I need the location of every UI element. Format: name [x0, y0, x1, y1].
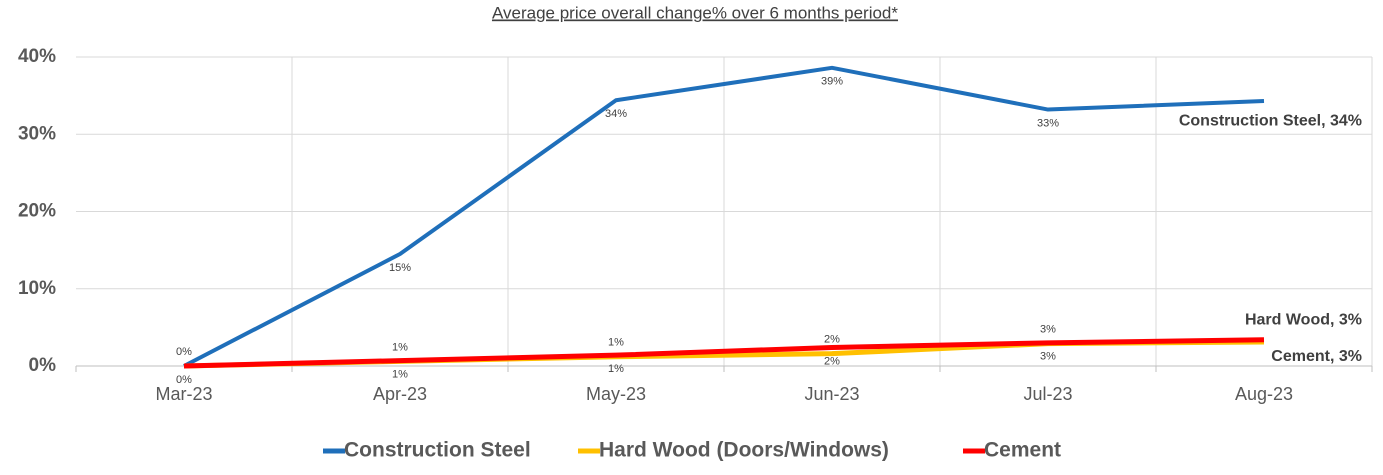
- data-label: 2%: [824, 334, 840, 346]
- data-label: 15%: [389, 262, 411, 274]
- legend-label: Construction Steel: [344, 439, 531, 462]
- data-label: 1%: [392, 368, 408, 380]
- data-label: 2%: [824, 355, 840, 367]
- y-tick-label: 10%: [18, 278, 56, 299]
- end-label: Hard Wood, 3%: [1245, 311, 1362, 328]
- data-label: 39%: [821, 76, 843, 88]
- x-tick-label: Jul-23: [1023, 384, 1072, 404]
- chart-title: Average price overall change% over 6 mon…: [492, 3, 898, 22]
- y-tick-label: 0%: [29, 355, 57, 376]
- x-tick-label: May-23: [586, 384, 646, 404]
- data-label: 0%: [176, 346, 192, 358]
- data-label: 3%: [1040, 351, 1056, 363]
- data-label: 1%: [608, 337, 624, 349]
- end-label: Construction Steel, 34%: [1179, 112, 1362, 129]
- data-label: 34%: [605, 108, 627, 120]
- data-label: 33%: [1037, 117, 1059, 129]
- legend-label: Hard Wood (Doors/Windows): [599, 439, 889, 462]
- legend-label: Cement: [984, 439, 1061, 462]
- x-tick-label: Aug-23: [1235, 384, 1293, 404]
- x-tick-label: Mar-23: [155, 384, 212, 404]
- x-tick-label: Apr-23: [373, 384, 427, 404]
- x-tick-label: Jun-23: [804, 384, 859, 404]
- data-label: 1%: [608, 363, 624, 375]
- y-tick-label: 20%: [18, 201, 56, 222]
- data-label: 0%: [176, 374, 192, 386]
- series-line: [183, 337, 1265, 369]
- data-label: 1%: [392, 341, 408, 353]
- y-tick-label: 40%: [18, 46, 56, 67]
- series-line: [183, 65, 1265, 368]
- y-tick-label: 30%: [18, 123, 56, 144]
- data-label: 3%: [1040, 324, 1056, 336]
- end-label: Cement, 3%: [1271, 348, 1362, 365]
